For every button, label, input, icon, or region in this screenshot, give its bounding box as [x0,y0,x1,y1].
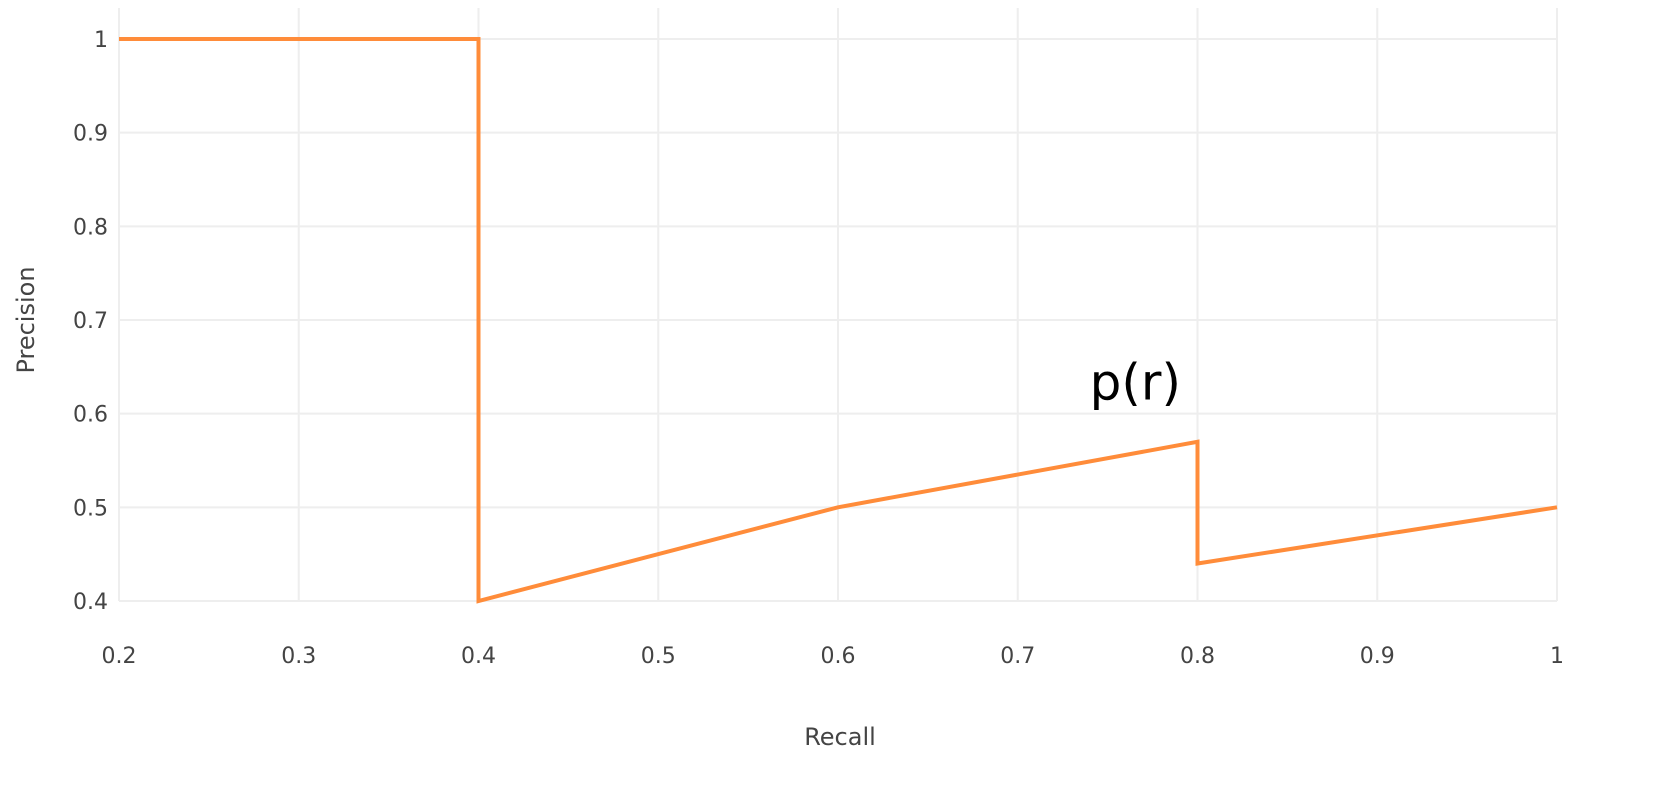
series [119,37,1558,604]
annotations: p(r) [1090,354,1181,412]
y-tick-label: 0.9 [73,122,108,147]
x-tick-label: 0.8 [1180,644,1215,669]
y-axis-title: Precision [12,266,40,373]
y-tick-label: 0.6 [73,403,108,428]
x-tick-label: 0.5 [641,644,676,669]
y-tick-label: 1 [94,28,108,53]
x-tick-label: 1 [1550,644,1564,669]
annotation-label: p(r) [1090,354,1181,412]
x-axis-title: Recall [804,723,876,751]
x-tick-label: 0.3 [281,644,316,669]
y-tick-label: 0.7 [73,309,108,334]
x-tick-label: 0.4 [461,644,496,669]
x-tick-label: 0.7 [1000,644,1035,669]
y-tick-label: 0.4 [73,590,108,615]
series-line [119,37,1558,604]
grid [118,8,1558,602]
x-tick-label: 0.6 [821,644,856,669]
tick-labels: 0.2 0.3 0.4 0.5 0.6 0.7 0.8 0.9 1 0.4 0.5 0.6 0.7 0.8… [73,28,1564,669]
y-tick-label: 0.8 [73,215,108,240]
y-tick-label: 0.5 [73,496,108,521]
x-tick-label: 0.2 [102,644,137,669]
x-tick-label: 0.9 [1360,644,1395,669]
